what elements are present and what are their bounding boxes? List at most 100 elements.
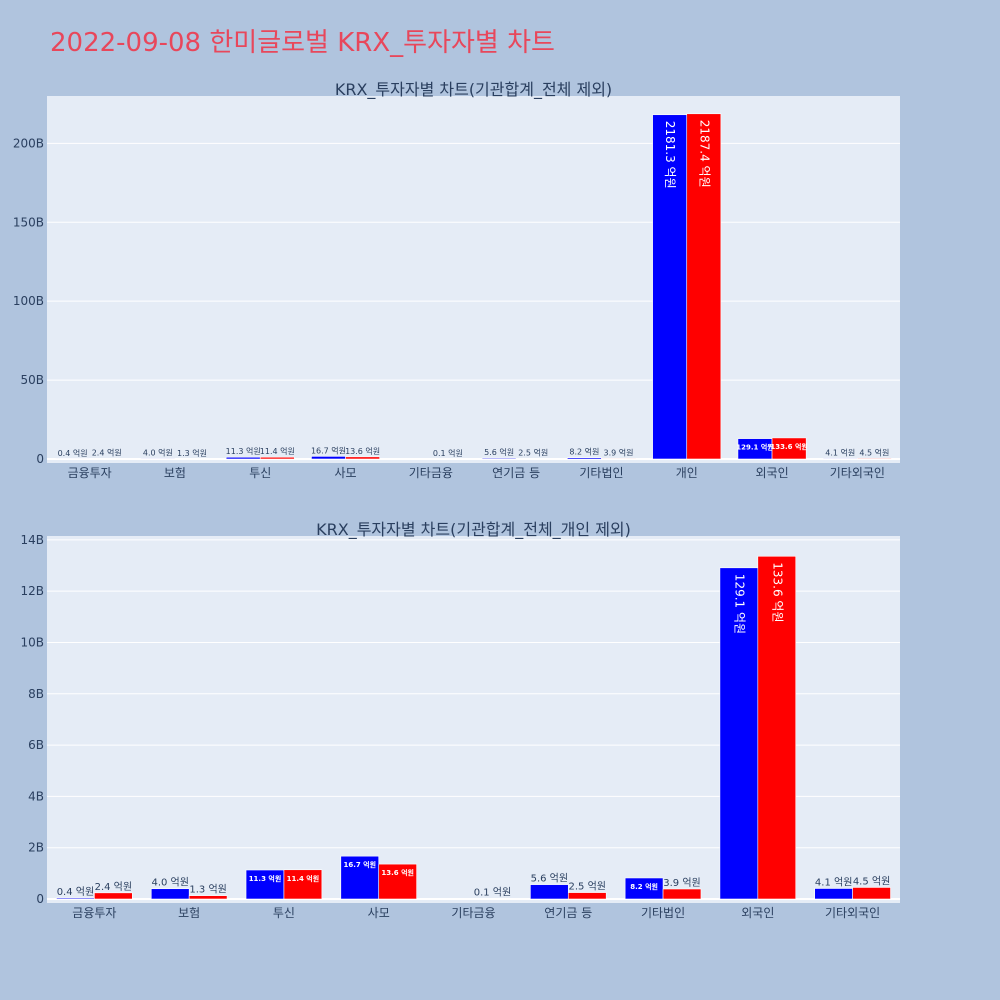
data-label: 133.6 억원 bbox=[770, 442, 807, 451]
bar bbox=[857, 457, 892, 460]
bar bbox=[567, 457, 602, 460]
y-tick-label: 14B bbox=[20, 533, 44, 547]
chart-krx-excluding-institutions: 0 50B 100B 150B 200B KRX_투자자별 차트(기관합계_전체 제외) 금… bbox=[13, 80, 900, 480]
data-label: 3.9 억원 bbox=[604, 447, 634, 457]
bar bbox=[567, 892, 607, 900]
bar bbox=[852, 887, 891, 900]
bar bbox=[771, 437, 807, 460]
y-tick-label: 0 bbox=[36, 452, 44, 466]
x-tick-label: 기타금융 bbox=[451, 906, 495, 920]
bar bbox=[652, 114, 688, 460]
data-label: 4.1 억원 bbox=[825, 447, 855, 457]
data-label: 2.5 억원 bbox=[518, 448, 548, 458]
data-label: 1.3 억원 bbox=[189, 884, 226, 896]
bar bbox=[56, 897, 95, 900]
x-tick-label: 투신 bbox=[273, 906, 295, 920]
y-tick-label: 2B bbox=[28, 841, 44, 855]
bar bbox=[686, 113, 722, 460]
y-tick-label: 100B bbox=[13, 294, 44, 308]
x-tick-label: 기타법인 bbox=[579, 466, 623, 480]
bar bbox=[814, 888, 853, 900]
bar bbox=[188, 895, 228, 900]
data-label: 4.5 억원 bbox=[859, 447, 889, 457]
x-tick-label: 개인 bbox=[676, 466, 698, 480]
data-label: 11.4 억원 bbox=[287, 874, 320, 883]
y-tick-label: 6B bbox=[28, 738, 44, 752]
data-label: 11.3 억원 bbox=[249, 874, 282, 883]
data-label: 11.3 억원 bbox=[226, 446, 261, 456]
y-tick-label: 10B bbox=[20, 635, 44, 649]
x-tick-label: 연기금 등 bbox=[492, 466, 540, 480]
data-label: 129.1 억원 bbox=[736, 443, 773, 452]
data-label: 5.6 억원 bbox=[531, 873, 568, 885]
data-label: 2.5 억원 bbox=[568, 881, 605, 893]
bar bbox=[757, 555, 797, 900]
x-tick-label: 금융투자 bbox=[72, 906, 116, 920]
bar bbox=[601, 458, 636, 460]
data-label: 3.9 억원 bbox=[663, 877, 700, 889]
x-tick-label: 보험 bbox=[178, 906, 200, 920]
bar bbox=[140, 458, 176, 460]
x-tick-label: 보험 bbox=[164, 466, 186, 480]
data-label: 0.4 억원 bbox=[58, 448, 88, 458]
bar bbox=[245, 869, 285, 900]
data-label: 4.1 억원 bbox=[815, 876, 852, 888]
data-label: 133.6 억원 bbox=[770, 562, 784, 622]
y-tick-label: 0 bbox=[36, 892, 44, 906]
bar bbox=[662, 888, 702, 900]
y-tick-label: 50B bbox=[20, 373, 44, 387]
data-label: 1.3 억원 bbox=[177, 448, 207, 458]
x-tick-label: 연기금 등 bbox=[544, 906, 592, 920]
chart-title: KRX_투자자별 차트(기관합계_전체 제외) bbox=[335, 80, 612, 100]
bar bbox=[378, 863, 417, 900]
bar bbox=[259, 456, 295, 460]
data-label: 2181.3 억원 bbox=[663, 121, 677, 189]
bar bbox=[311, 456, 346, 460]
data-label: 2187.4 억원 bbox=[697, 120, 711, 188]
chart-krx-excluding-individuals: 0 2B 4B 6B 8B 10B 12B 14B KRX_투자자별 차트(기관합계_전체_개인… bbox=[20, 520, 900, 920]
bar bbox=[225, 456, 261, 460]
bar bbox=[624, 877, 664, 900]
data-label: 8.2 억원 bbox=[630, 882, 658, 891]
x-tick-label: 기타외국인 bbox=[830, 466, 885, 480]
bar bbox=[719, 567, 759, 900]
y-tick-label: 200B bbox=[13, 136, 44, 150]
x-tick-label: 기타외국인 bbox=[825, 906, 880, 920]
data-label: 16.7 억원 bbox=[311, 445, 346, 455]
bar bbox=[822, 458, 858, 460]
plot-area bbox=[47, 96, 900, 463]
data-label: 2.4 억원 bbox=[92, 448, 122, 458]
y-tick-label: 150B bbox=[13, 215, 44, 229]
bar bbox=[150, 888, 190, 900]
bar bbox=[94, 892, 133, 900]
data-label: 16.7 억원 bbox=[343, 860, 376, 869]
x-tick-label: 외국인 bbox=[741, 906, 774, 920]
data-label: 0.1 억원 bbox=[474, 887, 511, 899]
data-label: 8.2 억원 bbox=[569, 447, 599, 457]
bar bbox=[283, 869, 323, 900]
y-tick-label: 12B bbox=[20, 584, 44, 598]
data-label: 5.6 억원 bbox=[484, 447, 514, 457]
x-tick-label: 기타금융 bbox=[409, 466, 453, 480]
x-tick-label: 사모 bbox=[368, 906, 390, 920]
data-label: 0.1 억원 bbox=[433, 448, 463, 458]
data-label: 13.6 억원 bbox=[381, 868, 414, 877]
chart-title: KRX_투자자별 차트(기관합계_전체_개인 제외) bbox=[316, 520, 631, 540]
y-tick-label: 4B bbox=[28, 789, 44, 803]
data-label: 11.4 억원 bbox=[260, 446, 295, 456]
y-tick-label: 8B bbox=[28, 687, 44, 701]
data-label: 4.0 억원 bbox=[151, 877, 188, 889]
data-label: 4.0 억원 bbox=[143, 447, 173, 457]
bar bbox=[345, 456, 380, 460]
data-label: 13.6 억원 bbox=[345, 446, 380, 456]
data-label: 0.4 억원 bbox=[57, 886, 94, 898]
bar bbox=[481, 457, 517, 460]
x-tick-label: 금융투자 bbox=[68, 466, 112, 480]
x-tick-label: 기타법인 bbox=[641, 906, 685, 920]
data-label: 129.1 억원 bbox=[732, 574, 746, 634]
data-label: 4.5 억원 bbox=[853, 875, 890, 887]
bar bbox=[530, 884, 569, 900]
page-title: 2022-09-08 한미글로벌 KRX_투자자별 차트 bbox=[50, 28, 555, 58]
x-tick-label: 사모 bbox=[335, 466, 357, 480]
x-tick-label: 외국인 bbox=[755, 466, 788, 480]
